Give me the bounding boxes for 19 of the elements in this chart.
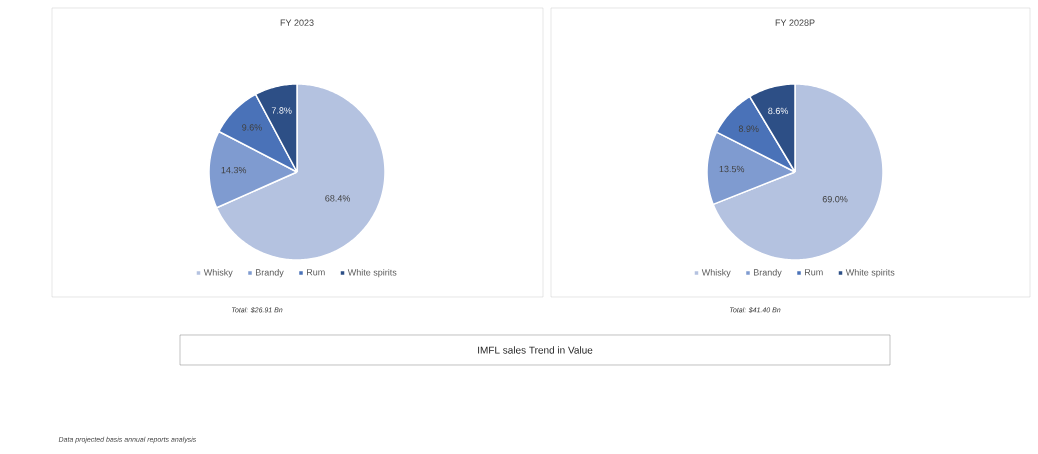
legend-label: White spirits xyxy=(347,268,397,278)
text: IMFL sales Trend in Value xyxy=(478,346,593,354)
data-label: 14.3% xyxy=(221,166,247,174)
data-label: 7.8% xyxy=(271,107,292,114)
data-label: 8.6% xyxy=(768,107,789,115)
chart-title: FY 2028P xyxy=(775,19,815,26)
data-label: 68.4% xyxy=(325,195,351,202)
legend-label: White spirits xyxy=(845,268,895,278)
legend-label: Brandy xyxy=(255,268,284,278)
legend-label: Whisky xyxy=(701,268,731,278)
legend-label: Brandy xyxy=(753,268,782,278)
data-label: 8.9% xyxy=(738,125,759,132)
legend-label: Whisky xyxy=(203,268,233,278)
data-label: 9.6% xyxy=(242,124,262,131)
legend-label: Rum xyxy=(307,269,325,276)
legend-label: Rum xyxy=(804,269,823,276)
data-label: 13.5% xyxy=(719,165,745,173)
chart-title: FY 2023 xyxy=(280,19,314,26)
data-label: 69.0% xyxy=(822,196,848,203)
